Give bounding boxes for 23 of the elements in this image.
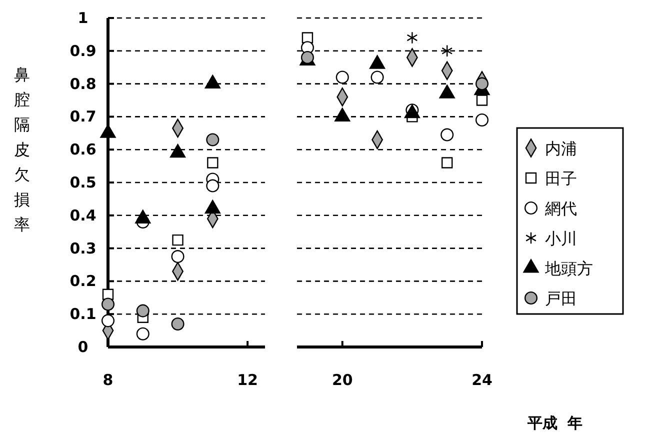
x-axis-title: 平成 年: [526, 414, 583, 432]
legend-label: 戸田: [545, 289, 577, 308]
legend-label: 網代: [544, 199, 577, 218]
y-tick-label: 0.3: [70, 239, 96, 258]
y-tick-label: 0.5: [70, 174, 96, 192]
x-tick-label: 24: [472, 371, 492, 389]
x-tick-label: 12: [237, 371, 258, 389]
legend-label: 地頭方: [544, 259, 593, 278]
y-axis-title: 鼻腔隔皮欠損率: [14, 65, 30, 234]
y-tick-label: 1: [78, 9, 88, 27]
x-tick-label: 8: [102, 371, 114, 389]
x-tick-label: 20: [332, 371, 353, 389]
legend-label: 小川: [545, 229, 577, 248]
legend-label: 内浦: [545, 139, 577, 158]
y-tick-label: 0.2: [70, 272, 96, 290]
y-tick-label: 0.4: [70, 206, 96, 224]
y-tick-label: 0.7: [70, 108, 96, 126]
y-tick-label: 0.9: [70, 42, 96, 60]
legend-label: 田子: [545, 169, 577, 188]
y-tick-label: 0.1: [70, 305, 96, 324]
y-tick-label: 0: [78, 338, 88, 356]
y-tick-label: 0.8: [70, 74, 96, 93]
y-tick-label: 0.6: [70, 140, 96, 159]
